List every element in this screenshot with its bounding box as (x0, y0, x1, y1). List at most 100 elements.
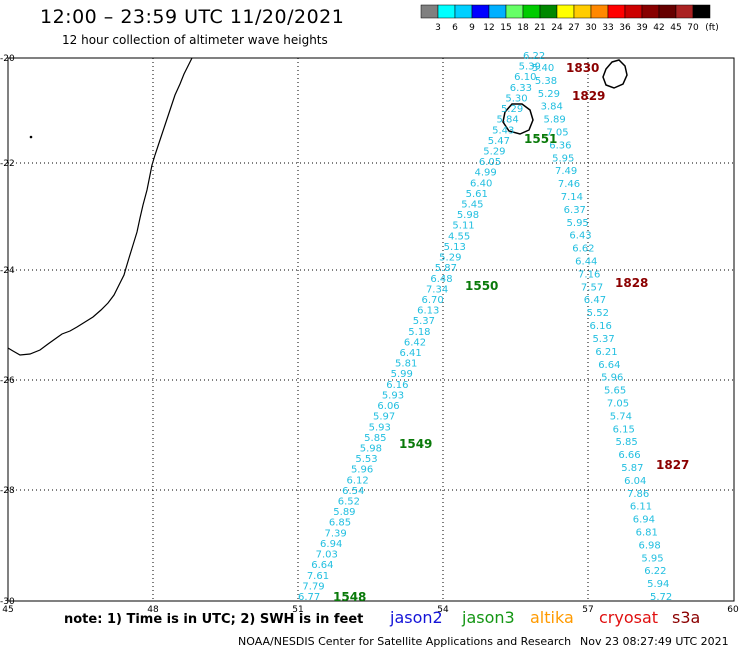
swh-value: 5.65 (604, 386, 626, 397)
swh-value: 5.53 (355, 454, 377, 465)
swh-value: 6.48 (430, 274, 452, 285)
colorbar-swatch (539, 4, 558, 19)
swh-value: 5.96 (601, 373, 623, 384)
swh-value: 5.29 (538, 89, 560, 100)
colorbar-label: 70 (687, 23, 699, 33)
swh-value: 6.11 (630, 502, 652, 513)
swh-value: 5.11 (452, 221, 474, 232)
colorbar-label: 30 (585, 23, 597, 33)
pass-label: 1548 (333, 590, 366, 604)
pass-label: 1828 (615, 276, 648, 290)
latitude-tick-label: -24 (0, 266, 15, 276)
colorbar-label: 9 (469, 23, 475, 33)
colorbar-label: 27 (568, 23, 579, 33)
swh-value: 6.04 (624, 476, 646, 487)
latitude-axis: -20 -22 -24 -26 -28 -30 (0, 54, 15, 607)
swh-value: 5.89 (333, 507, 355, 518)
colorbar-label: 45 (670, 23, 681, 33)
swh-value: 6.64 (311, 560, 333, 571)
colorbar-swatch (675, 4, 694, 19)
colorbar-label: 21 (534, 23, 545, 33)
swh-value: 5.37 (592, 334, 614, 345)
legend-jason2: jason2 (390, 608, 443, 627)
latitude-tick-label: -26 (0, 376, 15, 386)
swh-value: 5.45 (461, 200, 483, 211)
swh-value: 6.12 (347, 475, 369, 486)
swh-value: 7.49 (555, 166, 577, 177)
colorbar-label: 33 (602, 23, 613, 33)
colorbar-label: 15 (500, 23, 511, 33)
swh-value: 6.06 (377, 401, 399, 412)
pass-label: 1830 (566, 61, 599, 75)
swh-value: 5.29 (439, 253, 461, 264)
colorbar-label: 36 (619, 23, 631, 33)
swh-value: 5.38 (535, 76, 557, 87)
swh-value: 5.37 (413, 316, 435, 327)
legend-cryosat: cryosat (599, 608, 659, 627)
longitude-tick-label: 45 (2, 605, 13, 615)
pass-label: 1829 (572, 89, 605, 103)
colorbar-swatch (573, 4, 592, 19)
colorbar-label: 12 (483, 23, 494, 33)
swh-value: 7.39 (324, 528, 346, 539)
latitude-tick-label: -20 (0, 54, 15, 64)
swh-value: 5.95 (641, 553, 663, 564)
swh-value: 6.64 (598, 360, 620, 371)
swh-value: 6.41 (399, 348, 421, 359)
colorbar-swatch (420, 4, 439, 19)
legend-altika: altika (530, 608, 574, 627)
madagascar-coastline (7, 57, 193, 356)
swh-value: 6.81 (636, 527, 658, 538)
swh-value: 5.93 (369, 422, 391, 433)
colorbar-swatch (607, 4, 626, 19)
swh-value: 5.81 (395, 359, 417, 370)
colorbar-swatch (556, 4, 575, 19)
colorbar-label: 42 (653, 23, 664, 33)
colorbar-label: (ft) (705, 23, 719, 33)
swh-value: 6.52 (338, 497, 360, 508)
longitude-axis: 45 48 51 54 57 60 (2, 605, 739, 615)
map-subtitle: 12 hour collection of altimeter wave hei… (62, 33, 328, 47)
colorbar-label: 24 (551, 23, 563, 33)
swh-value: 7.14 (561, 192, 583, 203)
longitude-tick-label: 60 (727, 605, 739, 615)
swh-value: 7.05 (546, 128, 568, 139)
swh-value: 3.84 (541, 102, 563, 113)
swh-value: 6.54 (342, 486, 364, 497)
pass-labels: 1830 1829 1551 1550 1828 1549 1827 1548 (333, 61, 689, 604)
swh-value: 6.21 (595, 347, 617, 358)
mauritius-coastline (602, 59, 628, 89)
note-text: note: 1) Time is in UTC; 2) SWH is in fe… (64, 612, 364, 627)
pass-label: 1827 (656, 458, 689, 472)
swh-value: 6.70 (422, 295, 444, 306)
colorbar-swatch (454, 4, 473, 19)
swh-value: 7.86 (627, 489, 649, 500)
swh-value: 5.98 (457, 210, 479, 221)
swh-value: 5.74 (610, 411, 632, 422)
colorbar-label: 3 (435, 23, 441, 33)
colorbar-swatch (590, 4, 609, 19)
pass-label: 1549 (399, 437, 432, 451)
swh-value: 7.16 (578, 269, 600, 280)
swh-value: 5.52 (587, 308, 609, 319)
swh-value: 6.94 (633, 515, 655, 526)
swh-value: 5.93 (382, 390, 404, 401)
swh-value: 6.42 (404, 337, 426, 348)
swh-value: 5.87 (435, 263, 457, 274)
swh-value: 5.30 (505, 93, 527, 104)
swh-value: 5.94 (647, 579, 669, 590)
swh-value: 6.22 (523, 51, 545, 62)
swh-value: 6.36 (549, 140, 571, 151)
swh-value: 6.15 (613, 424, 635, 435)
swh-value: 5.18 (408, 327, 430, 338)
swh-value: 6.43 (569, 231, 591, 242)
colorbar-swatch (522, 4, 541, 19)
swh-value: 7.46 (558, 179, 580, 190)
swh-value: 5.99 (391, 369, 413, 380)
track-s3a-descending: 5.405.385.293.845.897.056.365.957.497.46… (532, 63, 672, 603)
latitude-tick-label: -28 (0, 486, 15, 496)
pass-label: 1550 (465, 279, 498, 293)
latitude-tick-label: -30 (0, 597, 15, 607)
swh-value: 4.99 (474, 168, 496, 179)
